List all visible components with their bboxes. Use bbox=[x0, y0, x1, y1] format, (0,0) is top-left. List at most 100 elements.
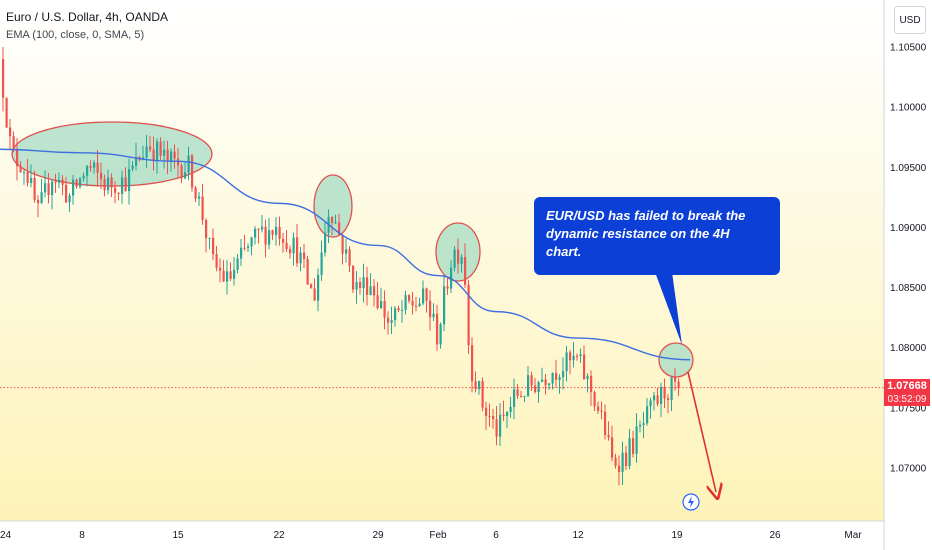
candlestick bbox=[135, 142, 138, 171]
candlestick bbox=[121, 170, 124, 204]
candlestick bbox=[464, 243, 467, 289]
candlestick bbox=[562, 357, 565, 390]
candlestick bbox=[61, 175, 64, 196]
candlestick bbox=[586, 373, 589, 393]
candlestick bbox=[663, 378, 666, 408]
candlestick bbox=[621, 441, 624, 486]
candlestick bbox=[492, 408, 495, 429]
indicator-legend[interactable]: EMA (100, close, 0, SMA, 5) bbox=[6, 29, 145, 41]
candlestick bbox=[604, 404, 607, 440]
candlestick bbox=[145, 134, 148, 168]
x-tick-label: 2024 bbox=[0, 530, 12, 541]
annotation-text: EUR/USD has failed to break the dynamic … bbox=[546, 208, 746, 259]
highlight-ellipse[interactable] bbox=[313, 174, 353, 238]
candlestick bbox=[16, 138, 19, 181]
candlestick bbox=[460, 254, 463, 273]
lightning-icon[interactable] bbox=[682, 493, 700, 511]
candlestick bbox=[208, 237, 211, 250]
currency-selector[interactable]: USD bbox=[894, 6, 926, 34]
x-tick-label: 12 bbox=[572, 530, 584, 541]
candlestick bbox=[82, 172, 85, 182]
candlestick bbox=[523, 395, 526, 403]
candlestick bbox=[394, 305, 397, 327]
candlestick bbox=[404, 290, 407, 315]
candlestick bbox=[37, 195, 40, 218]
candlestick bbox=[527, 365, 530, 398]
candlestick bbox=[653, 392, 656, 411]
candlestick bbox=[401, 300, 404, 323]
candlestick bbox=[47, 173, 50, 204]
candlestick bbox=[425, 287, 428, 313]
candlestick bbox=[19, 161, 22, 173]
callout-pointer bbox=[655, 272, 682, 345]
candlestick bbox=[54, 173, 57, 193]
down-arrow bbox=[687, 371, 716, 492]
candlestick bbox=[205, 218, 208, 253]
candlestick bbox=[40, 178, 43, 204]
candlestick bbox=[68, 193, 71, 212]
candlestick bbox=[593, 390, 596, 412]
candlestick bbox=[656, 387, 659, 407]
candlestick bbox=[292, 232, 295, 266]
y-tick-label: 1.07000 bbox=[890, 464, 927, 475]
candlestick bbox=[345, 239, 348, 263]
candlestick bbox=[628, 428, 631, 470]
candlestick bbox=[558, 374, 561, 394]
candlestick bbox=[334, 214, 337, 225]
candlestick bbox=[520, 390, 523, 398]
candlestick bbox=[296, 223, 299, 267]
candlestick bbox=[156, 138, 159, 174]
candlestick bbox=[26, 158, 29, 187]
candlestick bbox=[576, 353, 579, 361]
candlestick bbox=[2, 46, 5, 112]
candlestick bbox=[254, 226, 257, 245]
annotation-callout: EUR/USD has failed to break the dynamic … bbox=[534, 197, 780, 275]
candlestick bbox=[166, 140, 169, 175]
candlestick bbox=[453, 246, 456, 272]
candlestick bbox=[446, 278, 449, 295]
candlestick bbox=[152, 136, 155, 171]
candlestick bbox=[639, 420, 642, 433]
candlestick bbox=[341, 233, 344, 265]
candlestick bbox=[534, 377, 537, 394]
candlestick bbox=[236, 253, 239, 274]
candlestick bbox=[103, 174, 106, 197]
candlestick bbox=[226, 259, 229, 295]
candlestick bbox=[457, 238, 460, 274]
candlestick bbox=[187, 146, 190, 181]
candlestick bbox=[100, 162, 103, 190]
candlestick bbox=[198, 191, 201, 207]
x-tick-label: 6 bbox=[493, 530, 499, 541]
candlestick bbox=[632, 430, 635, 458]
candlestick bbox=[194, 185, 197, 203]
candlestick bbox=[215, 245, 218, 272]
candlestick bbox=[443, 273, 446, 332]
x-tick-label: 8 bbox=[79, 530, 85, 541]
candlestick bbox=[184, 161, 187, 180]
candlestick bbox=[261, 214, 264, 233]
candlestick bbox=[257, 228, 260, 244]
candlestick bbox=[390, 306, 393, 334]
candlestick bbox=[75, 178, 78, 189]
symbol-title: Euro / U.S. Dollar, 4h, OANDA bbox=[6, 10, 169, 24]
candlestick bbox=[275, 217, 278, 246]
candlestick bbox=[355, 271, 358, 304]
candlestick bbox=[541, 367, 544, 383]
candlestick bbox=[240, 238, 243, 266]
time-axis-background bbox=[0, 521, 884, 550]
candlestick bbox=[303, 243, 306, 268]
candlestick bbox=[509, 396, 512, 418]
candlestick bbox=[331, 216, 334, 236]
highlight-ellipse[interactable] bbox=[658, 342, 694, 378]
candlestick bbox=[607, 421, 610, 441]
candlestick bbox=[548, 382, 551, 390]
candlestick bbox=[625, 446, 628, 471]
axis-background bbox=[884, 0, 932, 550]
candlestick bbox=[23, 169, 26, 185]
candlestick bbox=[383, 290, 386, 330]
x-tick-label: 22 bbox=[273, 530, 285, 541]
candlestick bbox=[124, 167, 127, 192]
candlestick bbox=[65, 177, 68, 204]
candlestick bbox=[348, 246, 351, 273]
